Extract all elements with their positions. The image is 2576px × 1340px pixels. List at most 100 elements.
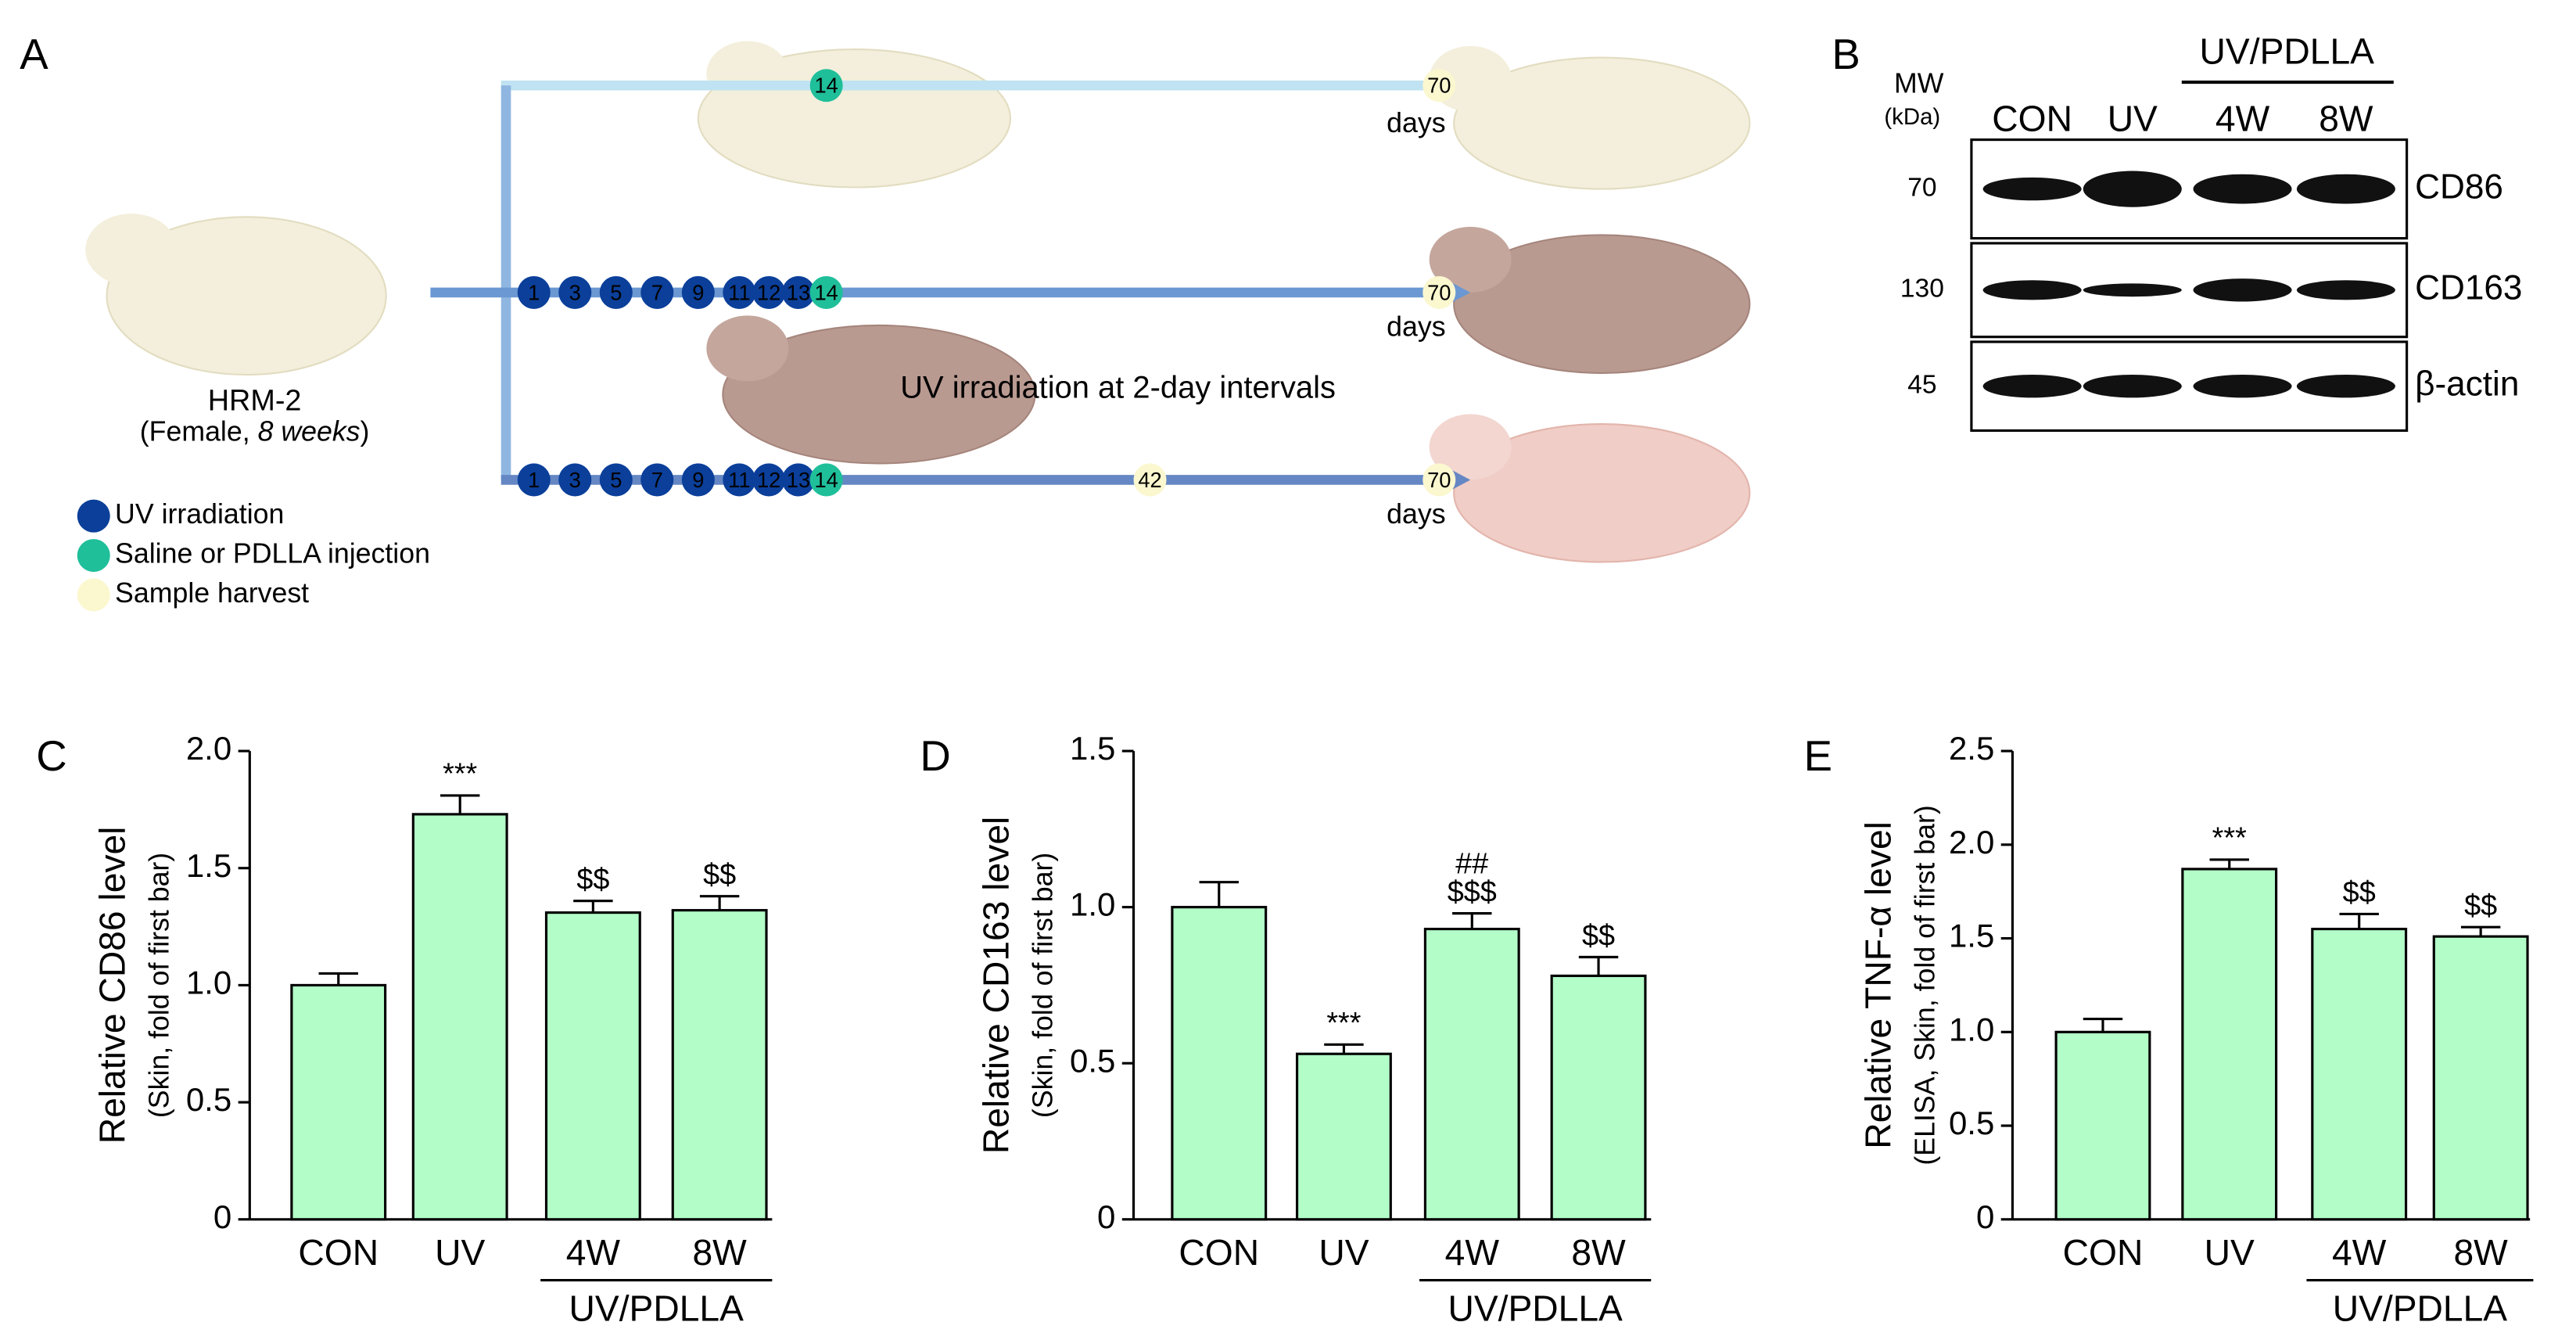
timeline-day: 5 <box>610 468 622 492</box>
timeline-day: 12 <box>757 280 780 304</box>
legend-label: Sample harvest <box>115 577 309 609</box>
mouse-info: (Female, 8 weeks) <box>140 416 370 447</box>
blot-band <box>2193 374 2292 398</box>
timeline-dot <box>517 275 551 309</box>
blot-band <box>1982 177 2082 201</box>
timeline-day: 7 <box>651 280 663 304</box>
mouse <box>722 324 1036 465</box>
bar <box>2432 935 2529 1221</box>
y-axis-label: Relative CD163 level <box>975 817 1016 1154</box>
y-tick-label: 1.0 <box>1070 886 1115 923</box>
mouse-info-part: (Female, <box>140 416 258 447</box>
bar <box>2181 868 2278 1221</box>
panel-label: A <box>20 31 48 78</box>
timeline-dot <box>723 463 756 497</box>
blot-band <box>2083 171 2182 207</box>
y-axis-sublabel: (Skin, fold of first bar) <box>1028 853 1059 1118</box>
significance-label: *** <box>443 758 477 791</box>
x-tick-label: CON <box>298 1232 379 1273</box>
significance-label: $$ <box>576 863 609 896</box>
y-axis-sublabel: (ELISA, Skin, fold of first bar) <box>1910 805 1941 1165</box>
timeline-dot <box>723 275 756 309</box>
timeline-dot <box>781 275 815 309</box>
timeline-day: 13 <box>787 280 810 304</box>
significance-label: $$ <box>703 858 736 891</box>
mouse-strain: HRM-2 <box>208 385 302 418</box>
timeline-day: 3 <box>569 280 581 304</box>
timeline-day: 1 <box>528 468 540 492</box>
x-tick-label: 8W <box>1571 1232 1626 1273</box>
bar <box>411 813 508 1221</box>
timeline-dot <box>1133 463 1167 497</box>
mouse <box>1453 234 1751 374</box>
bar <box>1295 1052 1392 1221</box>
y-axis-label: Relative TNF-α level <box>1858 821 1899 1149</box>
significance-label: *** <box>2212 822 2247 855</box>
timeline-dot <box>809 463 843 497</box>
mw-title: MW <box>1894 68 1944 99</box>
bar <box>671 909 768 1221</box>
blot-band <box>2193 278 2292 302</box>
group-label: UV/PDLLA <box>569 1288 744 1329</box>
mouse-head <box>706 315 789 382</box>
significance-label: $$ <box>2464 889 2497 922</box>
panel-label: D <box>920 732 950 780</box>
timeline-dot <box>1423 69 1456 102</box>
significance-label: $$ <box>1582 919 1615 952</box>
y-tick-label: 1.5 <box>1070 730 1115 767</box>
mw-unit: (kDa) <box>1884 104 1940 130</box>
bar <box>290 983 387 1221</box>
timeline-dot <box>558 463 592 497</box>
y-axis-sublabel: (Skin, fold of first bar) <box>143 853 174 1118</box>
y-tick-label: 0 <box>213 1198 231 1235</box>
x-tick-label: CON <box>2063 1232 2144 1273</box>
bar <box>2054 1030 2151 1221</box>
legend-label: UV irradiation <box>115 498 284 530</box>
y-tick-label: 2.0 <box>186 730 231 767</box>
lane-label: 4W <box>2215 99 2270 139</box>
y-tick-label: 0.5 <box>1070 1042 1115 1079</box>
mw-value: 45 <box>1907 371 1936 400</box>
timeline-day: 3 <box>569 468 581 492</box>
y-tick-label: 1.5 <box>186 847 231 884</box>
bar <box>544 911 641 1221</box>
mouse <box>1453 422 1751 563</box>
group-label: UV/PDLLA <box>2333 1288 2508 1329</box>
timeline-dot <box>809 69 843 102</box>
mouse-head <box>1429 226 1512 293</box>
timeline-day: 70 <box>1427 74 1451 98</box>
timeline-day: 7 <box>651 468 663 492</box>
timeline-dot <box>1423 463 1456 497</box>
x-tick-label: 8W <box>2453 1232 2508 1273</box>
x-tick-label: UV <box>2205 1232 2255 1273</box>
timeline-day: 42 <box>1138 468 1161 492</box>
timeline-dot <box>781 463 815 497</box>
blot-band <box>2193 174 2292 204</box>
timeline-day: 9 <box>692 468 704 492</box>
blot-band <box>2083 283 2182 297</box>
blot-band <box>1982 280 2082 300</box>
x-tick-label: 4W <box>1445 1232 1500 1273</box>
timeline-dot <box>752 463 786 497</box>
blot-row-label: β-actin <box>2415 365 2519 403</box>
days-label: days <box>1387 107 1445 138</box>
group-label: UV/PDLLA <box>1448 1288 1623 1329</box>
legend-swatch <box>77 578 110 612</box>
bar <box>1423 928 1520 1221</box>
timeline-dot <box>599 463 633 497</box>
blot-band <box>2296 280 2395 300</box>
days-label: days <box>1387 311 1445 343</box>
x-tick-label: 4W <box>566 1232 621 1273</box>
x-tick-label: CON <box>1179 1232 1259 1273</box>
significance-label: $$$ <box>1448 875 1497 908</box>
legend-swatch <box>77 499 110 533</box>
y-tick-label: 0.5 <box>186 1081 231 1118</box>
timeline-dot <box>599 275 633 309</box>
timeline-day: 1 <box>528 280 540 304</box>
timeline-day: 14 <box>814 468 838 492</box>
significance-label: ## <box>1455 848 1488 881</box>
timeline-day: 70 <box>1427 468 1451 492</box>
legend-label: Saline or PDLLA injection <box>115 538 430 569</box>
